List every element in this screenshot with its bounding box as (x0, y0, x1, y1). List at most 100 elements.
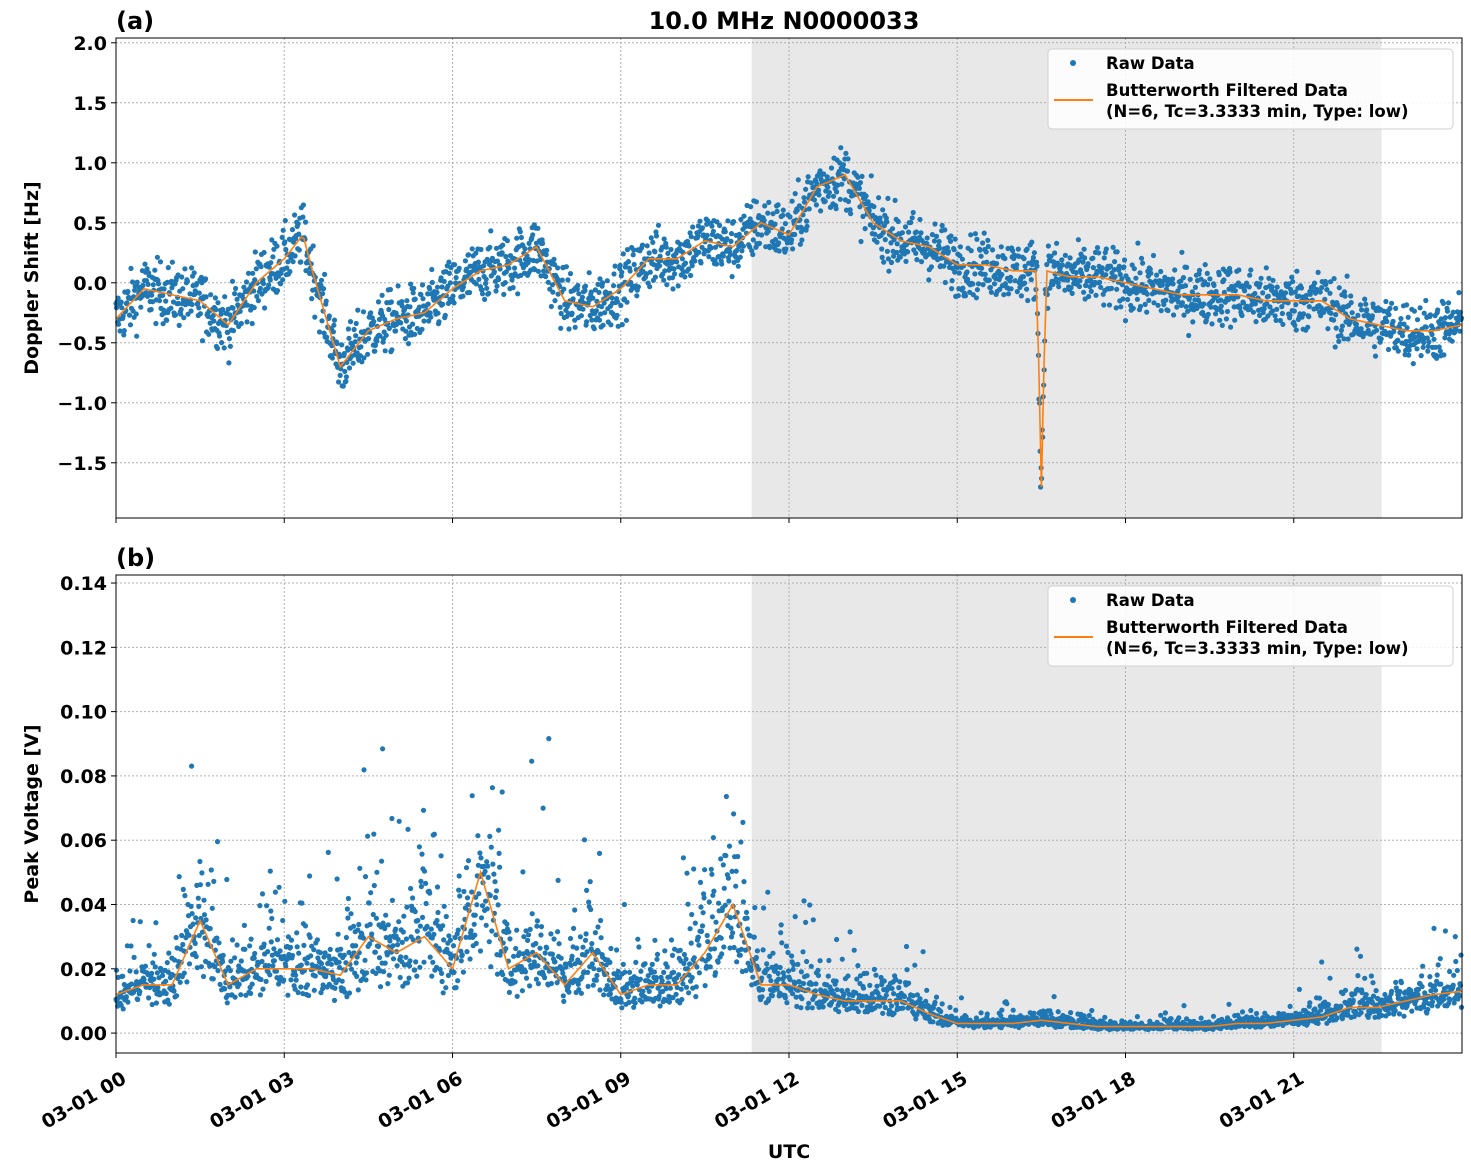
raw-point (974, 237, 979, 242)
raw-point (137, 989, 142, 994)
raw-point (1172, 267, 1177, 272)
legend-filtered-label: Butterworth Filtered Data (1106, 81, 1348, 100)
raw-point (731, 219, 736, 224)
raw-point (1435, 307, 1440, 312)
raw-point (386, 922, 391, 927)
raw-point (264, 903, 269, 908)
raw-point (662, 948, 667, 953)
raw-point (952, 270, 957, 275)
raw-point (696, 943, 701, 948)
raw-point (222, 986, 227, 991)
raw-point (790, 246, 795, 251)
raw-point (861, 986, 866, 991)
raw-point (1098, 285, 1103, 290)
raw-point (688, 926, 693, 931)
raw-point (1217, 318, 1222, 323)
raw-point (500, 972, 505, 977)
raw-point (738, 255, 743, 260)
raw-point (282, 239, 287, 244)
raw-point (232, 291, 237, 296)
raw-point (898, 255, 903, 260)
raw-point (228, 344, 233, 349)
raw-point (1419, 353, 1424, 358)
raw-point (233, 286, 238, 291)
raw-point (404, 936, 409, 941)
raw-point (363, 977, 368, 982)
raw-point (594, 978, 599, 983)
raw-point (1131, 306, 1136, 311)
raw-point (1219, 309, 1224, 314)
raw-point (1070, 291, 1075, 296)
raw-point (736, 264, 741, 269)
raw-point (474, 941, 479, 946)
raw-point (1193, 285, 1198, 290)
raw-point (1421, 345, 1426, 350)
raw-point (1205, 271, 1210, 276)
raw-point (1224, 316, 1229, 321)
raw-point (985, 1011, 990, 1016)
raw-point (784, 944, 789, 949)
raw-point (215, 346, 220, 351)
raw-point (841, 162, 846, 167)
raw-point (1006, 291, 1011, 296)
raw-point (911, 210, 916, 215)
raw-point (1248, 267, 1253, 272)
raw-point (189, 308, 194, 313)
raw-point (455, 978, 460, 983)
raw-point (662, 236, 667, 241)
raw-point (873, 973, 878, 978)
raw-point (760, 987, 765, 992)
raw-point (398, 954, 403, 959)
raw-point (332, 986, 337, 991)
raw-point (765, 890, 770, 895)
raw-point (1174, 305, 1179, 310)
raw-point (513, 979, 518, 984)
raw-point (549, 304, 554, 309)
raw-point (249, 937, 254, 942)
raw-point (600, 280, 605, 285)
raw-point (153, 964, 158, 969)
raw-point (896, 985, 901, 990)
raw-point (528, 927, 533, 932)
raw-point (326, 850, 331, 855)
raw-point (669, 937, 674, 942)
raw-point (1232, 318, 1237, 323)
raw-point (332, 998, 337, 1003)
raw-point (815, 968, 820, 973)
raw-point (247, 943, 252, 948)
raw-point (429, 927, 434, 932)
raw-point (593, 930, 598, 935)
raw-point (116, 322, 121, 327)
raw-point (318, 950, 323, 955)
raw-point (1259, 276, 1264, 281)
raw-point (1340, 324, 1345, 329)
raw-point (189, 265, 194, 270)
raw-point (482, 297, 487, 302)
raw-point (220, 959, 225, 964)
raw-point (982, 231, 987, 236)
raw-point (818, 958, 823, 963)
raw-point (728, 915, 733, 920)
raw-point (216, 940, 221, 945)
raw-point (726, 899, 731, 904)
raw-point (579, 313, 584, 318)
raw-point (1060, 262, 1065, 267)
raw-point (452, 262, 457, 267)
raw-point (366, 336, 371, 341)
raw-point (368, 890, 373, 895)
raw-point (1181, 275, 1186, 280)
raw-point (638, 969, 643, 974)
raw-point (135, 997, 140, 1002)
raw-point (963, 293, 968, 298)
raw-point (741, 899, 746, 904)
raw-point (213, 307, 218, 312)
raw-point (206, 332, 211, 337)
raw-point (1014, 262, 1019, 267)
raw-point (1342, 294, 1347, 299)
raw-point (879, 246, 884, 251)
raw-point (435, 311, 440, 316)
raw-point (461, 970, 466, 975)
raw-point (500, 243, 505, 248)
raw-point (237, 982, 242, 987)
raw-point (904, 967, 909, 972)
